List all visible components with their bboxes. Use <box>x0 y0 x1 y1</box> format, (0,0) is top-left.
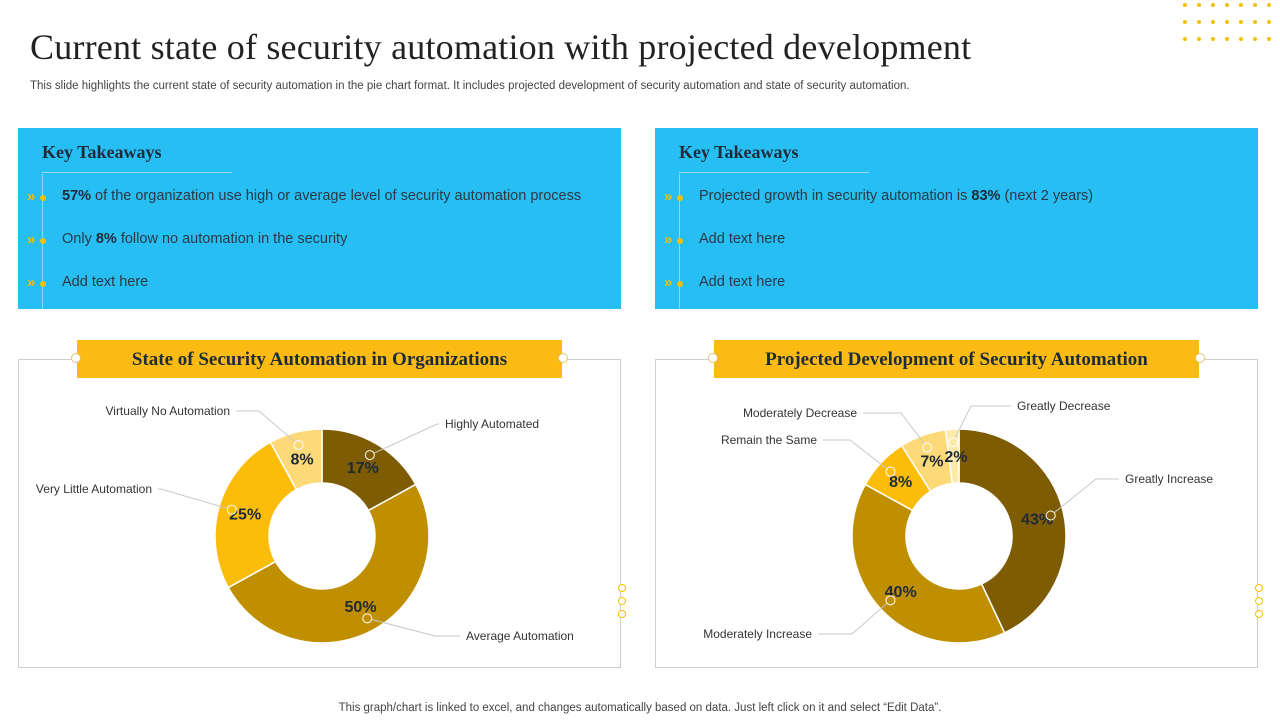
slice-percent-label: 50% <box>345 599 377 616</box>
slice-moderately-increase[interactable] <box>851 483 1006 644</box>
bullet-icon: » <box>27 274 49 291</box>
leader-dot <box>922 442 933 453</box>
slice-category-label: Average Automation <box>466 629 574 643</box>
bullet-icon: » <box>664 274 686 291</box>
leader-dot <box>226 504 237 515</box>
slice-category-label: Moderately Decrease <box>743 406 857 420</box>
chart-title-banner-left: State of Security Automation in Organiza… <box>71 340 568 378</box>
slice-very-little-automation[interactable] <box>214 441 298 589</box>
heading-underline <box>679 172 869 173</box>
leader-line <box>1050 478 1119 516</box>
slice-percent-label: 2% <box>944 449 967 466</box>
key-takeaways-heading: Key Takeaways <box>679 142 799 162</box>
banner-handle <box>558 353 568 363</box>
key-takeaways-right: Key Takeaways » Projected growth in secu… <box>655 128 1258 309</box>
bullet-icon: » <box>27 231 49 248</box>
page-title: Current state of security automation wit… <box>30 27 972 67</box>
slice-percent-label: 8% <box>291 452 314 469</box>
takeaway-item: Only 8% follow no automation in the secu… <box>62 231 348 247</box>
takeaway-item: Add text here <box>62 274 149 290</box>
chart-title: Projected Development of Security Automa… <box>765 349 1148 370</box>
leader-dot <box>885 466 896 477</box>
slice-percent-label: 8% <box>889 474 912 491</box>
bullet-icon: » <box>664 231 686 248</box>
takeaway-item: Projected growth in security automation … <box>699 188 1094 204</box>
slice-virtually-no-automation[interactable] <box>269 428 323 491</box>
takeaway-item: Add text here <box>699 231 786 247</box>
leader-line <box>158 488 232 511</box>
decorative-dot-grid <box>1180 0 1280 44</box>
leader-line <box>367 617 460 637</box>
chart-title-banner-right: Projected Development of Security Automa… <box>708 340 1205 378</box>
bullet-icon: » <box>664 188 686 205</box>
leader-line <box>369 423 439 456</box>
heading-underline <box>42 172 232 173</box>
leader-line <box>823 439 891 473</box>
slice-category-label: Greatly Increase <box>1125 472 1213 486</box>
slice-category-label: Greatly Decrease <box>1017 399 1111 413</box>
leader-line <box>952 405 1011 443</box>
donut-chart-left[interactable]: 17% Highly Automated 50% Average Automation… <box>19 360 622 669</box>
chart-panel-left: 17% Highly Automated 50% Average Automation… <box>18 359 621 668</box>
side-handle-dots <box>618 584 628 624</box>
chart-title: State of Security Automation in Organiza… <box>131 349 508 370</box>
bullet-icon: » <box>27 188 49 205</box>
leader-dot <box>364 450 375 461</box>
slice-average-automation[interactable] <box>227 483 430 644</box>
takeaway-item: 57% of the organization use high or aver… <box>62 188 582 204</box>
leader-dot <box>885 595 896 606</box>
banner-handle <box>71 353 81 363</box>
leader-dot <box>293 439 304 450</box>
leader-dot <box>948 437 959 448</box>
slice-greatly-increase[interactable] <box>958 428 1067 634</box>
side-handle-dots <box>1255 584 1265 624</box>
chart-panel-right: 43% Greatly Increase 40% Moderately Increas… <box>655 359 1258 668</box>
banner-handle <box>1195 353 1205 363</box>
slice-percent-label: 25% <box>229 507 261 524</box>
leader-dot <box>362 613 373 624</box>
page-subtitle: This slide highlights the current state … <box>30 80 910 92</box>
leader-line <box>818 599 891 635</box>
key-takeaways-left: Key Takeaways » 57% of the organization … <box>18 128 621 309</box>
banner-handle <box>708 353 718 363</box>
takeaway-item: Add text here <box>699 274 786 290</box>
slice-category-label: Very Little Automation <box>36 482 152 496</box>
leader-dot <box>1045 510 1056 521</box>
slice-category-label: Virtually No Automation <box>105 404 230 418</box>
slice-category-label: Remain the Same <box>721 433 817 447</box>
slice-percent-label: 7% <box>920 454 943 471</box>
footer-note: This graph/chart is linked to excel, and… <box>338 702 942 714</box>
slice-category-label: Moderately Increase <box>703 627 812 641</box>
leader-line <box>236 410 299 446</box>
slice-percent-label: 43% <box>1021 512 1053 529</box>
slice-category-label: Highly Automated <box>445 417 539 431</box>
slice-percent-label: 17% <box>347 460 379 477</box>
leader-line <box>863 412 928 448</box>
key-takeaways-heading: Key Takeaways <box>42 142 162 162</box>
